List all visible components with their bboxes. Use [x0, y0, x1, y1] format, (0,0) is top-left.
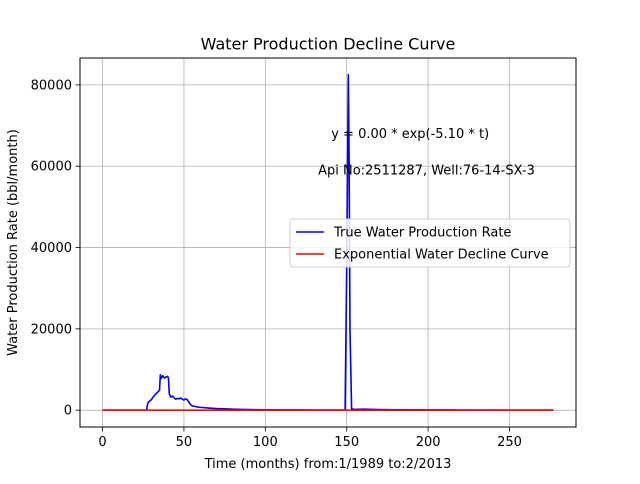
annotations: y = 0.00 * exp(-5.10 * t) Api No:2511287,…	[318, 127, 535, 179]
y-tick-label: 60000	[31, 160, 72, 175]
y-tick-label: 80000	[31, 78, 72, 93]
legend-label: Exponential Water Decline Curve	[334, 248, 549, 263]
x-tick-label: 250	[497, 435, 522, 450]
x-tick-label: 0	[98, 435, 106, 450]
x-tick-label: 50	[176, 435, 193, 450]
y-tick-label: 40000	[31, 241, 72, 256]
x-axis-ticks: 0 50 100 150 200 250	[98, 427, 522, 450]
chart-title: Water Production Decline Curve	[201, 35, 456, 54]
y-tick-label: 20000	[31, 322, 72, 337]
grid-lines	[80, 58, 576, 427]
legend-label: True Water Production Rate	[333, 226, 511, 241]
legend-box	[289, 218, 571, 268]
legend: True Water Production Rate Exponential Wa…	[289, 218, 571, 268]
annotation-label: Api No:2511287, Well:76-14-SX-3	[318, 163, 535, 178]
plot-frame	[79, 57, 577, 428]
series-true-water-line	[102, 73, 554, 411]
annotation-label: y = 0.00 * exp(-5.10 * t)	[331, 127, 489, 142]
x-tick-label: 200	[416, 435, 441, 450]
plot-lines	[102, 73, 554, 411]
x-tick-label: 150	[334, 435, 359, 450]
x-axis-label: Time (months) from:1/1989 to:2/2013	[204, 457, 452, 472]
y-tick-label: 0	[64, 404, 72, 419]
x-tick-label: 100	[253, 435, 278, 450]
y-axis-ticks: 0 20000 40000 60000 80000	[31, 78, 80, 419]
y-axis-label: Water Production Rate (bbl/month)	[6, 129, 21, 356]
